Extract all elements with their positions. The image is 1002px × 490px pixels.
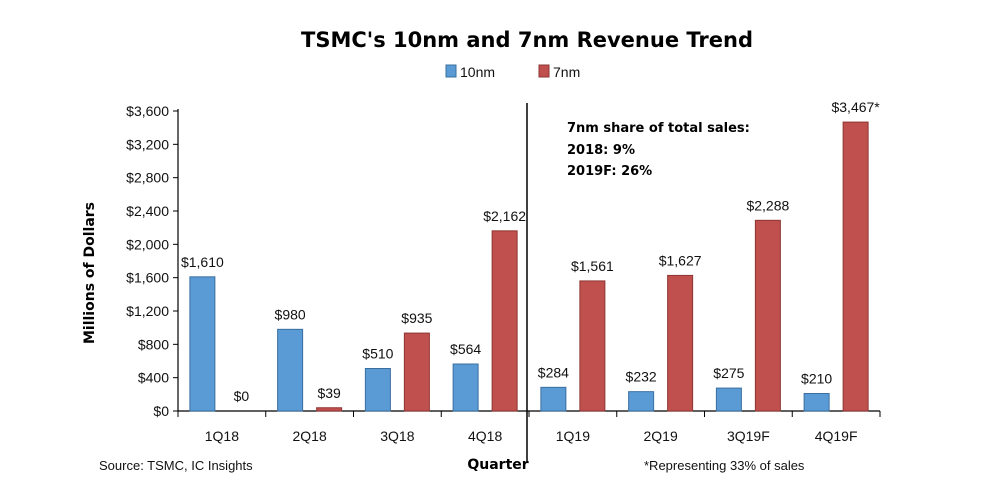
legend: 10nm 7nm [445, 64, 580, 80]
data-label-10nm-4Q19F: $210 [801, 371, 832, 387]
bar-10nm-4Q19F [803, 393, 830, 412]
bar-10nm-2Q19 [628, 391, 655, 412]
bar-7nm-4Q19F [842, 121, 869, 412]
bar-labels: $1,610 $0 $980 $39 $510 $935 $564 $2,162 $284 $1,… [181, 99, 880, 404]
legend-swatch-7nm [538, 64, 550, 78]
bars [189, 121, 869, 412]
y-tick-label: $3,600 [126, 103, 169, 119]
bar-10nm-4Q18 [452, 363, 479, 412]
x-axis-title: Quarter [467, 457, 528, 473]
legend-swatch-10nm [445, 64, 457, 78]
bar-7nm-2Q18 [316, 407, 343, 412]
y-axis-title: Millions of Dollars [82, 202, 98, 344]
x-tick-label: 3Q19F [727, 428, 770, 444]
y-tick-label: $2,000 [126, 236, 169, 252]
x-tick-label: 2Q18 [293, 428, 327, 444]
x-tick-label: 4Q18 [468, 428, 502, 444]
data-label-7nm-2Q18: $39 [317, 385, 341, 401]
source-note: Source: TSMC, IC Insights [99, 458, 253, 473]
data-label-10nm-1Q19: $284 [538, 364, 569, 380]
x-tick-label: 1Q19 [556, 428, 590, 444]
bar-10nm-2Q18 [277, 328, 304, 412]
legend-label-7nm: 7nm [553, 64, 580, 80]
bar-7nm-3Q19F [754, 219, 781, 412]
bar-10nm-1Q18 [189, 276, 216, 412]
y-ticks: $0 $400 $800 $1,200 $1,600 $2,000 $2,400 $2,800… [126, 103, 178, 419]
x-tick-label: 3Q18 [380, 428, 414, 444]
y-tick-label: $2,800 [126, 170, 169, 186]
data-label-7nm-1Q19: $1,561 [571, 258, 614, 274]
x-ticks: 1Q18 2Q18 3Q18 4Q18 1Q19 2Q19 3Q19F 4Q19F [177, 411, 881, 444]
data-label-10nm-1Q18: $1,610 [181, 254, 224, 270]
x-tick-label: 2Q19 [644, 428, 678, 444]
x-tick-label: 4Q19F [815, 428, 858, 444]
data-label-10nm-2Q18: $980 [275, 306, 306, 322]
y-tick-label: $1,600 [126, 270, 169, 286]
data-label-7nm-3Q18: $935 [401, 310, 432, 326]
data-label-7nm-3Q19F: $2,288 [746, 197, 789, 213]
bar-10nm-3Q19F [715, 387, 742, 412]
y-tick-label: $0 [153, 403, 169, 419]
y-tick-label: $2,400 [126, 203, 169, 219]
data-label-10nm-4Q18: $564 [450, 341, 481, 357]
y-tick-label: $400 [138, 370, 169, 386]
bar-7nm-2Q19 [667, 274, 694, 412]
y-tick-label: $1,200 [126, 303, 169, 319]
x-tick-label: 1Q18 [205, 428, 239, 444]
y-tick-label: $3,200 [126, 136, 169, 152]
y-tick-label: $800 [138, 336, 169, 352]
data-label-7nm-4Q18: $2,162 [483, 208, 526, 224]
annotation-line-3: 2019F: 26% [567, 164, 652, 179]
bar-10nm-3Q18 [364, 368, 391, 412]
data-label-10nm-3Q19F: $275 [713, 365, 744, 381]
bar-10nm-1Q19 [540, 386, 567, 412]
footnote: *Representing 33% of sales [644, 458, 805, 473]
annotation-line-2: 2018: 9% [567, 143, 635, 158]
data-label-7nm-2Q19: $1,627 [659, 252, 702, 268]
bar-7nm-1Q19 [579, 280, 606, 412]
legend-label-10nm: 10nm [460, 64, 495, 80]
data-label-7nm-1Q18: $0 [234, 388, 250, 404]
bar-7nm-3Q18 [403, 332, 430, 412]
chart-title: TSMC's 10nm and 7nm Revenue Trend [301, 28, 753, 52]
data-label-10nm-3Q18: $510 [362, 346, 393, 362]
bar-7nm-4Q18 [491, 230, 518, 412]
annotation: 7nm share of total sales: 2018: 9% 2019F… [567, 121, 750, 179]
data-label-7nm-4Q19F: $3,467* [831, 99, 880, 115]
annotation-line-1: 7nm share of total sales: [567, 121, 750, 136]
data-label-10nm-2Q19: $232 [626, 369, 657, 385]
